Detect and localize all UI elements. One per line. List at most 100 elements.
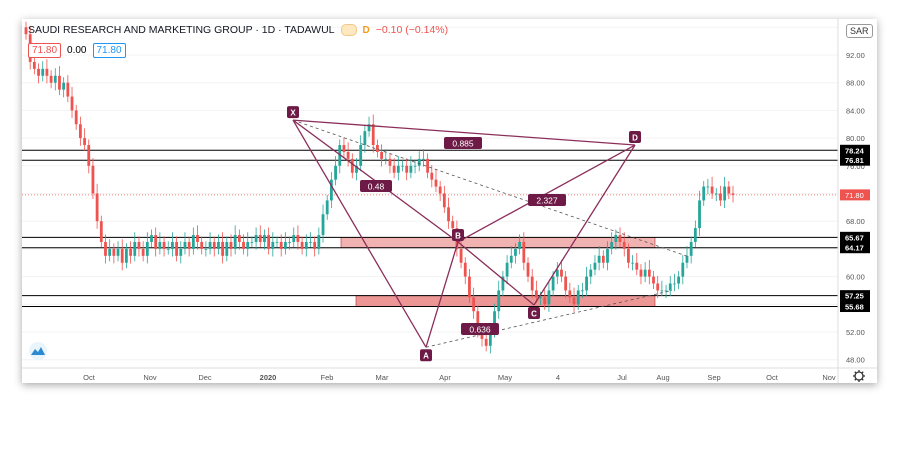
candle-body — [514, 248, 517, 256]
candle-body — [652, 276, 655, 284]
candle-body — [610, 241, 614, 249]
last-price-tag — [840, 189, 870, 201]
candle-body — [24, 27, 28, 35]
candle-body — [426, 158, 430, 173]
candle-body — [534, 290, 538, 298]
sell-price[interactable]: 71.80 — [28, 43, 62, 58]
candle-body — [476, 311, 480, 332]
last-price-label: 71.80 — [845, 191, 864, 200]
candle-body — [555, 269, 559, 277]
candle-body — [196, 235, 199, 242]
candle-body — [49, 75, 53, 83]
candle-body — [171, 241, 174, 249]
candle-body — [601, 255, 605, 263]
x-tick-label: Apr — [439, 373, 451, 382]
candle-body — [150, 235, 153, 242]
buy-price[interactable]: 71.80 — [92, 43, 126, 58]
price-level-tag — [840, 154, 870, 166]
candle-body — [350, 158, 354, 173]
leg-xa — [292, 119, 427, 348]
candle-body — [560, 269, 563, 277]
candle-body — [200, 241, 204, 249]
candle-body — [731, 193, 735, 195]
candle-body — [304, 241, 308, 249]
candle-body — [74, 110, 78, 125]
leg-xc-dashed — [292, 119, 691, 258]
interval-dot-icon[interactable] — [340, 24, 357, 36]
candle-body — [359, 145, 363, 166]
tradingview-cloud-icon — [29, 342, 47, 360]
candle-body — [580, 290, 584, 292]
candle-body — [70, 96, 74, 111]
candlesticks — [24, 21, 735, 354]
candle-body — [451, 221, 455, 229]
candle-body — [627, 248, 630, 263]
leg-cd — [533, 144, 636, 306]
currency-label[interactable]: SAR — [846, 24, 873, 38]
ratio-label: 0.636 — [469, 325, 491, 335]
price-level-label: 78.24 — [845, 146, 865, 155]
price-level-label: 57.25 — [845, 292, 864, 301]
candle-body — [702, 186, 706, 201]
candle-body — [589, 269, 593, 277]
candle-body — [417, 158, 421, 166]
x-tick-label: Jul — [617, 373, 627, 382]
leg-ab — [425, 241, 459, 348]
y-tick-label: 80.00 — [846, 134, 865, 143]
candle-body — [183, 241, 187, 249]
candle-body — [543, 297, 547, 305]
y-tick-label: 76.00 — [846, 162, 865, 171]
candle-body — [267, 235, 271, 249]
pattern-point-label: B — [455, 231, 461, 240]
chart-header: SAUDI RESEARCH AND MARKETING GROUP · 1D … — [28, 24, 448, 36]
leg-bd — [457, 144, 636, 243]
pattern-point-label: A — [423, 352, 429, 361]
x-tick-label: Sep — [707, 373, 720, 382]
candle-body — [568, 290, 572, 298]
candle-body — [62, 82, 66, 90]
candle-body — [710, 186, 714, 194]
candle-body — [325, 200, 329, 215]
leg-ac-dashed — [425, 290, 673, 348]
candle-body — [664, 290, 668, 292]
candle-body — [673, 283, 676, 285]
candle-body — [41, 68, 45, 76]
candle-body — [606, 248, 609, 263]
pattern-point-label: X — [290, 109, 296, 118]
candle-body — [459, 248, 463, 263]
candle-body — [83, 138, 86, 146]
candle-body — [484, 338, 488, 346]
leg-xd — [292, 119, 636, 146]
candle-body — [288, 241, 291, 243]
candle-body — [434, 179, 438, 187]
candle-body — [597, 255, 601, 263]
pattern-point-tag — [287, 106, 299, 119]
y-tick-label: 84.00 — [846, 106, 865, 115]
y-tick-label: 48.00 — [846, 356, 865, 365]
candle-body — [363, 131, 367, 146]
candle-body — [242, 241, 245, 249]
candle-body — [137, 241, 141, 249]
candle-body — [154, 235, 158, 249]
interval-badge[interactable]: D — [362, 24, 370, 36]
candle-body — [639, 269, 643, 277]
chart-card — [22, 19, 877, 383]
candle-body — [539, 297, 542, 299]
candle-body — [392, 165, 396, 173]
candle-body — [631, 262, 634, 264]
candle-body — [380, 151, 383, 159]
leg-bc — [457, 241, 535, 306]
candle-body — [162, 241, 166, 249]
candle-body — [91, 165, 95, 194]
candle-body — [438, 186, 442, 194]
candle-body — [346, 151, 350, 159]
pattern-point-tag — [528, 306, 540, 319]
candle-body — [463, 262, 467, 277]
y-tick-label: 88.00 — [846, 79, 865, 88]
x-tick-label: Aug — [656, 373, 669, 382]
x-tick-label: Oct — [766, 373, 779, 382]
candle-body — [53, 75, 57, 83]
gear-icon[interactable] — [853, 370, 865, 382]
candle-body — [706, 186, 710, 188]
